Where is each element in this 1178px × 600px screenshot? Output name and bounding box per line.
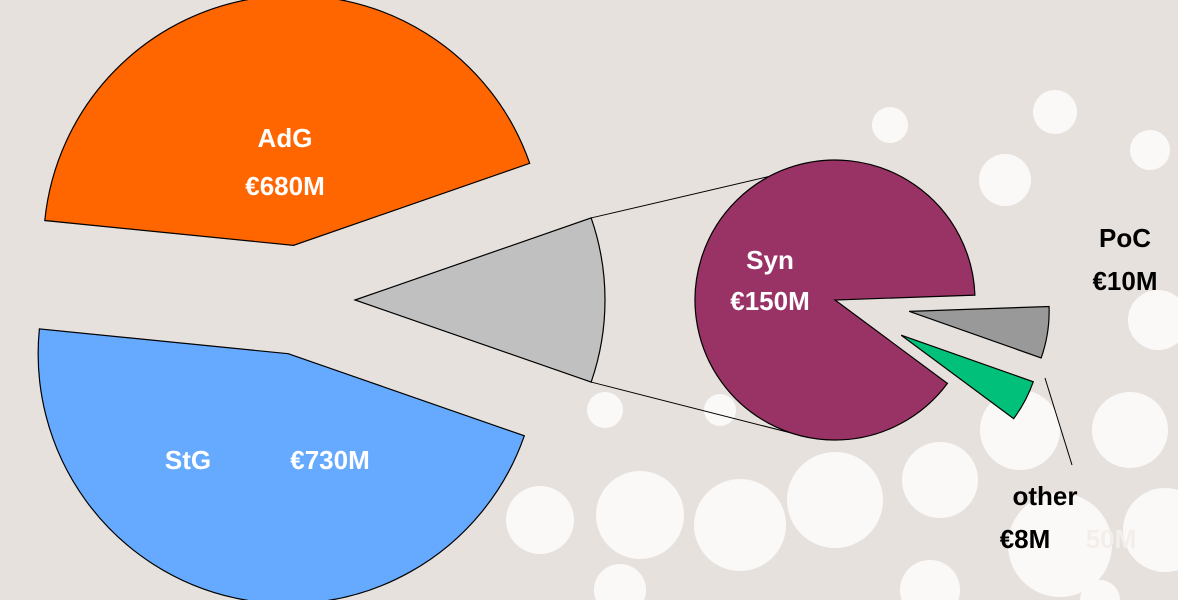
pie-slice bbox=[694, 159, 976, 441]
value-label: €8M bbox=[1000, 524, 1051, 554]
pie-slice bbox=[37, 328, 526, 600]
slice-label: PoC bbox=[1099, 223, 1151, 253]
slice-label: StG bbox=[165, 445, 211, 475]
breakout-slice bbox=[353, 217, 606, 383]
slice-label: other bbox=[1013, 481, 1078, 511]
pie-slice bbox=[908, 305, 1050, 359]
leader-line bbox=[1044, 377, 1073, 466]
annotation: 50M bbox=[1086, 524, 1137, 554]
background-dots bbox=[506, 90, 1178, 600]
value-label: €150M bbox=[730, 286, 810, 316]
value-label: €680M bbox=[245, 171, 325, 201]
pie-slice bbox=[44, 0, 531, 246]
connector bbox=[591, 175, 770, 219]
value-label: €10M bbox=[1092, 266, 1157, 296]
value-label: €730M bbox=[290, 445, 370, 475]
slice-label: Syn bbox=[746, 245, 794, 275]
pie-slice bbox=[900, 334, 1035, 420]
slice-label: AdG bbox=[258, 123, 313, 153]
connector bbox=[591, 381, 792, 434]
